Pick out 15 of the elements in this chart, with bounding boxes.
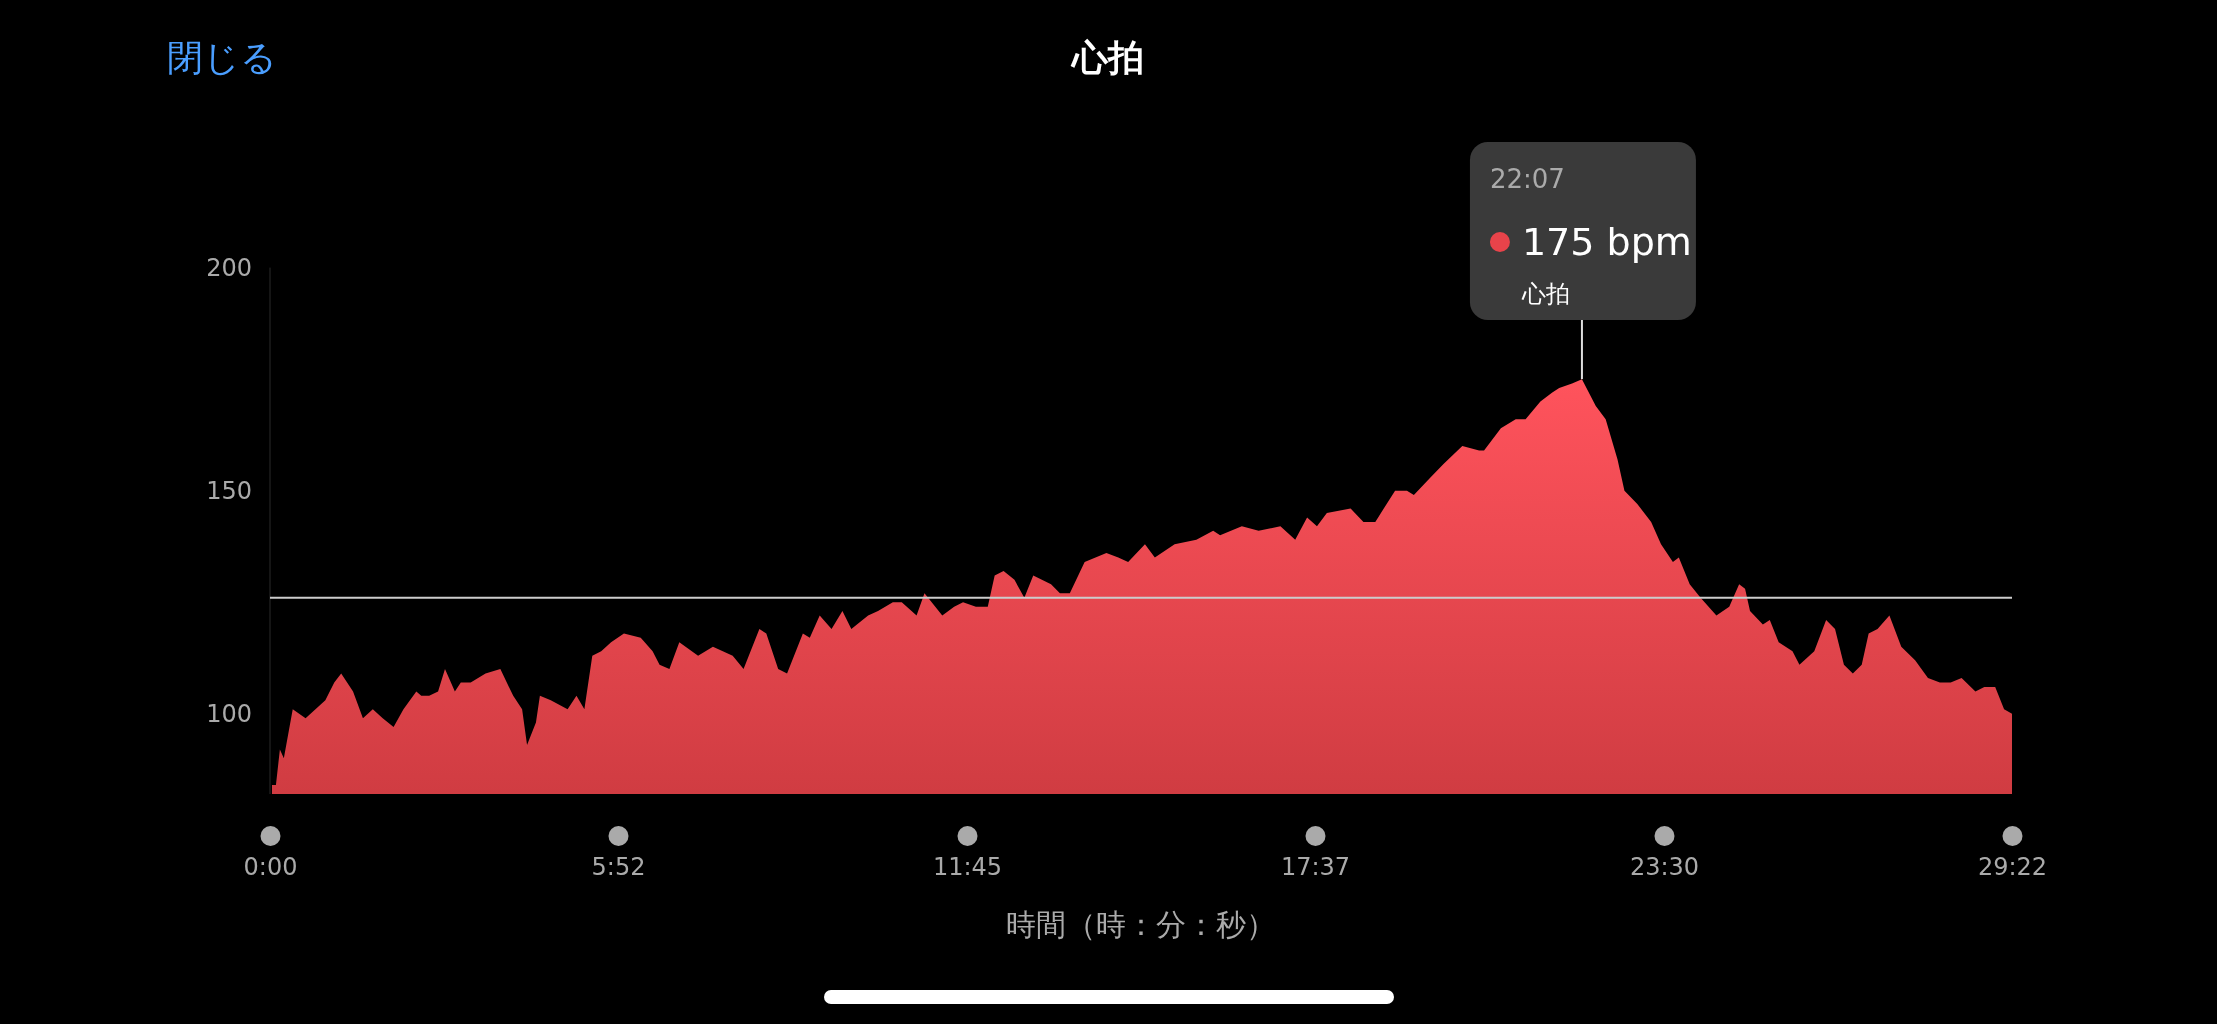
y-tick-label: 200 (206, 253, 252, 282)
chart-title: 心拍 (1070, 37, 1144, 78)
text: 22:07 (1489, 164, 1565, 194)
y-tick-label: 150 (206, 476, 252, 505)
x-axis-title: 時間（時：分：秒） (1006, 907, 1276, 942)
x-tick-label: 17:37 (1280, 853, 1351, 882)
x-tick-label: 23:30 (1629, 853, 1700, 882)
x-tick-label: 29:22 (1977, 853, 2048, 882)
x-tick-label: 11:45 (932, 853, 1003, 882)
annotation: 心拍 (1520, 280, 1570, 308)
x-tick-label: 5:52 (591, 853, 646, 882)
x-tick-label: 0:00 (243, 853, 298, 882)
y-tick-label: 100 (206, 699, 252, 728)
text: 175 bpm (1521, 220, 1692, 264)
text: 閉じる (167, 37, 277, 78)
